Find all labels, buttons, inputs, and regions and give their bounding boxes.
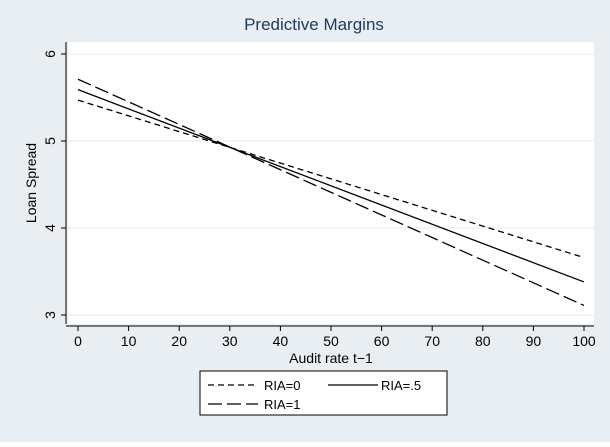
x-axis-title: Audit rate t−1 [289,350,373,366]
x-tick-label: 60 [374,333,390,349]
legend-label-series-0: RIA=0 [264,378,301,393]
x-tick-label: 50 [323,333,339,349]
y-axis-title: Loan Spread [23,143,39,223]
x-axis-ticks: 0 10 20 30 40 50 60 70 80 90 100 [74,326,596,349]
legend-label-series-2: RIA=1 [264,397,301,412]
axes [65,42,594,327]
y-tick-label: 3 [42,311,58,319]
x-tick-label: 30 [222,333,238,349]
y-axis-ticks: 3 4 5 6 [42,50,66,319]
series [77,78,585,307]
x-tick-label: 0 [74,333,82,349]
x-tick-label: 100 [572,333,596,349]
legend: RIA=0 RIA=.5 RIA=1 [199,370,448,416]
x-tick-label: 40 [273,333,289,349]
x-tick-label: 20 [171,333,187,349]
plot-area [68,42,594,324]
series-line-2 [77,78,585,307]
legend-box [199,370,448,416]
x-tick-label: 80 [475,333,491,349]
x-tick-label: 70 [424,333,440,349]
chart-title: Predictive Margins [244,15,384,34]
y-tick-label: 6 [42,50,58,58]
grid [68,53,594,316]
x-tick-label: 90 [526,333,542,349]
legend-label-series-1: RIA=.5 [381,378,421,393]
y-tick-label: 5 [42,137,58,145]
series-line-1 [77,89,585,283]
x-tick-label: 10 [121,333,137,349]
series-line-0 [77,99,585,259]
y-tick-label: 4 [42,224,58,232]
